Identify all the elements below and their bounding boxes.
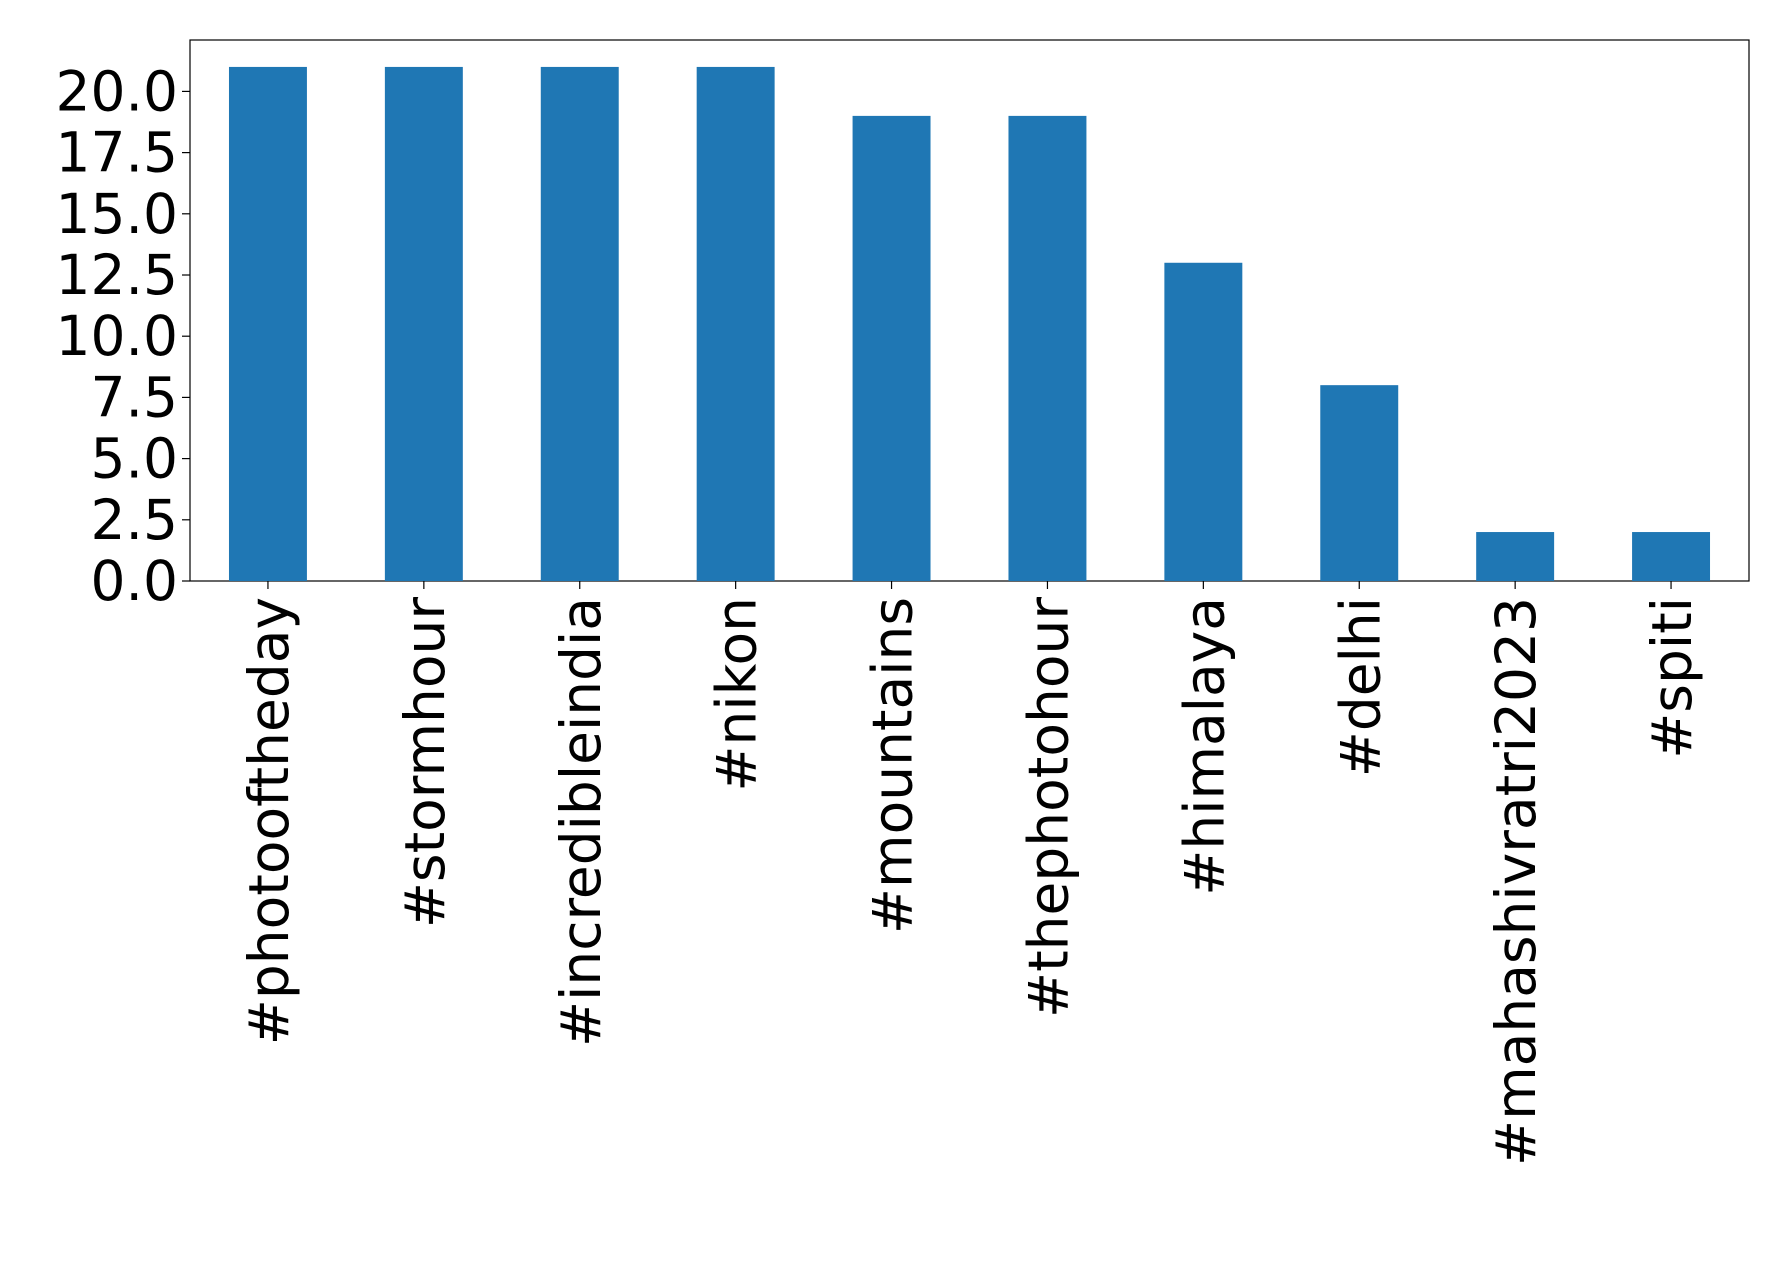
x-tick-label: #thephotohour — [1016, 597, 1080, 1018]
bar — [1008, 115, 1087, 582]
bar — [1632, 532, 1711, 581]
bar — [696, 66, 775, 581]
y-tick-label: 15.0 — [56, 182, 178, 246]
y-tick-label: 10.0 — [56, 304, 178, 368]
bar — [852, 115, 931, 582]
x-tick-label: #mountains — [861, 597, 925, 934]
y-tick-label: 0.0 — [91, 549, 178, 613]
x-tick-label: #himalaya — [1172, 597, 1236, 896]
bar — [228, 66, 307, 581]
x-tick-label: #stormhour — [393, 597, 457, 929]
bar — [1164, 262, 1243, 581]
bar — [1476, 532, 1555, 581]
x-tick-label: #spiti — [1640, 597, 1704, 759]
x-tick-label: #photooftheday — [237, 597, 301, 1045]
axes-frame — [189, 39, 1750, 582]
bar — [384, 66, 463, 581]
y-tick-label: 17.5 — [56, 121, 178, 185]
x-tick-label: #incredibleindia — [549, 597, 613, 1047]
bar — [540, 66, 619, 581]
y-tick-label: 2.5 — [91, 488, 178, 552]
y-tick-label: 5.0 — [91, 427, 178, 491]
bar — [1320, 385, 1399, 581]
y-tick-label: 20.0 — [56, 59, 178, 123]
x-tick-label: #nikon — [705, 597, 769, 792]
y-tick-label: 12.5 — [56, 243, 178, 307]
y-tick-label: 7.5 — [91, 365, 178, 429]
x-tick-label: #mahashivratri2023 — [1484, 597, 1548, 1166]
x-tick-label: #delhi — [1328, 597, 1392, 777]
